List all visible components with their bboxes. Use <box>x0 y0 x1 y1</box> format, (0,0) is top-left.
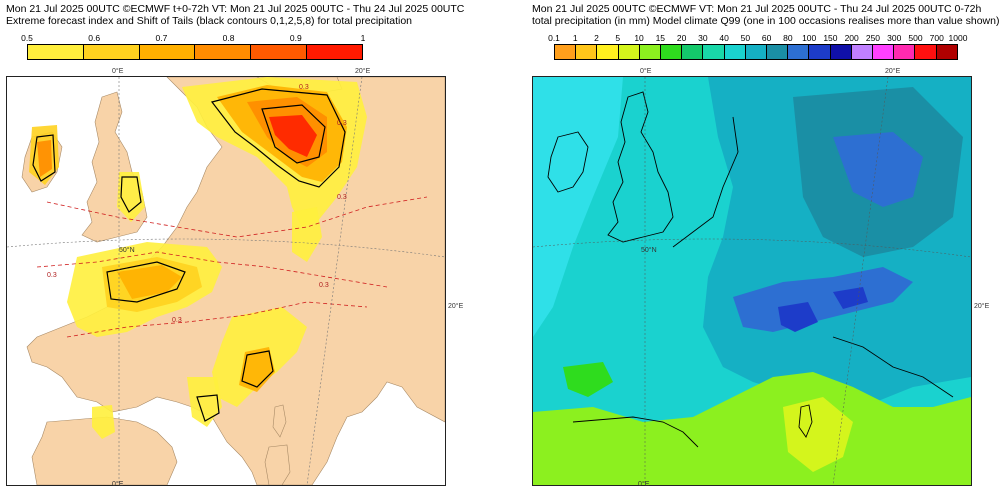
efi-colorbar-tick-label: 0.7 <box>155 33 168 43</box>
lon-label-top-0e: 0°E <box>112 68 124 75</box>
colorbar-segment <box>703 45 725 59</box>
corsica-land <box>272 404 287 438</box>
sot-contours <box>32 88 346 422</box>
colorbar-segment <box>576 45 598 59</box>
q99-colorbar-tick-label: 50 <box>740 33 751 43</box>
q99-colorbar-tick-label: 15 <box>655 33 666 43</box>
q99-colorbar-tick-label: 250 <box>865 33 881 43</box>
colorbar-segment <box>830 45 852 59</box>
colorbar-segment <box>809 45 831 59</box>
q99-colorbar-tick-label: 1 <box>572 33 578 43</box>
q99-colorbar-tick-label: 1000 <box>948 33 968 43</box>
q99-colorbar-tick-label: 60 <box>761 33 772 43</box>
model-climate-panel: Mon 21 Jul 2025 00UTC ©ECMWF VT: Mon 21 … <box>500 0 1000 490</box>
q99-colorbar-tick-label: 10 <box>634 33 644 43</box>
colorbar-segment <box>251 45 308 59</box>
efi-map: 0°E 50°N 0.3 0.3 0.3 0.3 0.3 0.3 <box>6 76 446 486</box>
q99-mediterranean-field <box>533 372 971 485</box>
q99-colorbar-tick-label: 40 <box>719 33 729 43</box>
efi-panel: Mon 21 Jul 2025 00UTC ©ECMWF t+0-72h VT:… <box>6 3 465 488</box>
q99-colorbar-tick-label: 100 <box>802 33 817 43</box>
lat-label-50n: 50°N <box>119 246 135 254</box>
q99-title-line1: Mon 21 Jul 2025 00UTC ©ECMWF VT: Mon 21 … <box>532 3 982 15</box>
colorbar-segment <box>851 45 874 59</box>
lon-label-bottom-0e: 0°E <box>112 481 124 488</box>
colorbar-segment <box>915 45 937 59</box>
efi-colorbar-tick-label: 1 <box>360 33 366 43</box>
q99-colorbar-tick-label: 80 <box>783 33 793 43</box>
q99-lon-label-right-20e: 20°E <box>974 303 990 310</box>
q99-map-canvas: 50°N <box>533 77 971 485</box>
colorbar-segment <box>139 45 196 59</box>
q99-lon-label-bottom-0e: 0°E <box>638 481 650 488</box>
q99-colorbar-tick-label: 5 <box>615 33 621 43</box>
q99-colorbar <box>554 44 958 60</box>
contour-label: 0.3 <box>337 120 347 127</box>
q99-colorbar-tick-label: 200 <box>844 33 859 43</box>
q99-coastlines <box>547 91 954 448</box>
q99-colorbar-labels: 0.1 1 2 5 10 15 20 30 40 50 60 80 100 150 200 250 300 500… <box>548 33 967 44</box>
contour-label: 0.3 <box>47 272 57 279</box>
efi-map-canvas: 0°E 50°N 0.3 0.3 0.3 0.3 0.3 0.3 <box>7 77 445 485</box>
q99-alps-core-2 <box>833 287 868 309</box>
q99-colorbar-tick-label: 30 <box>698 33 708 43</box>
colorbar-segment <box>873 45 895 59</box>
q99-blue-field <box>833 132 923 207</box>
colorbar-segment <box>83 45 140 59</box>
q99-lon-label-top-20e: 20°E <box>885 68 901 75</box>
efi-colorbar-tick-label: 0.5 <box>21 33 33 43</box>
contour-label: 0.3 <box>319 282 329 289</box>
colorbar-segment <box>307 45 362 59</box>
colorbar-segment <box>597 45 619 59</box>
colorbar-segment <box>936 45 957 59</box>
q99-colorbar-tick-label: 500 <box>908 33 923 43</box>
efi-colorbar-tick-label: 0.9 <box>289 33 302 43</box>
q99-colorbar-tick-label: 150 <box>823 33 838 43</box>
colorbar-segment <box>767 45 789 59</box>
colorbar-segment <box>788 45 810 59</box>
efi-0.3-contours <box>36 196 428 338</box>
q99-alps-field <box>733 267 913 332</box>
q99-colorbar-tick-label: 0.1 <box>548 33 560 43</box>
colorbar-segment <box>618 45 640 59</box>
q99-graticule <box>533 77 971 485</box>
q99-lon-label-top-0e: 0°E <box>640 68 652 75</box>
colorbar-segment <box>639 45 662 59</box>
q99-atlantic-field <box>533 77 623 337</box>
contour-label: 0.3 <box>299 84 309 91</box>
q99-colorbar-tick-label: 20 <box>676 33 687 43</box>
colorbar-segment <box>682 45 704 59</box>
efi-colorbar-tick-label: 0.6 <box>88 33 101 43</box>
contour-label: 0.3 <box>172 317 182 324</box>
colorbar-segment <box>894 45 916 59</box>
q99-colorbar-tick-label: 2 <box>594 33 599 43</box>
colorbar-segment <box>555 45 577 59</box>
colorbar-segment <box>745 45 768 59</box>
q99-colorbar-tick-label: 700 <box>929 33 944 43</box>
lon-label-right-20e: 20°E <box>448 303 464 310</box>
q99-colorbar-tick-label: 300 <box>887 33 902 43</box>
efi-colorbar-labels: 0.5 0.6 0.7 0.8 0.9 1 <box>21 33 366 44</box>
q99-map: 50°N <box>532 76 972 486</box>
colorbar-segment <box>195 45 252 59</box>
efi-colorbar <box>27 44 363 60</box>
efi-colorbar-tick-label: 0.8 <box>222 33 235 43</box>
q99-alps-core <box>778 302 818 332</box>
q99-title-line2: total precipitation (in mm) Model climat… <box>532 15 1000 27</box>
sardinia-land <box>264 444 291 485</box>
q99-lat-label-50n: 50°N <box>641 246 657 254</box>
contour-label: 0.3 <box>337 194 347 201</box>
efi-title-line2: Extreme forecast index and Shift of Tail… <box>6 15 413 27</box>
colorbar-segment <box>661 45 683 59</box>
colorbar-segment <box>28 45 84 59</box>
iberia-land <box>31 416 178 485</box>
lon-label-top-20e: 20°E <box>355 68 371 75</box>
graticule <box>7 77 445 485</box>
q99-iberia-field <box>563 362 613 397</box>
colorbar-segment <box>724 45 746 59</box>
efi-title-line1: Mon 21 Jul 2025 00UTC ©ECMWF t+0-72h VT:… <box>6 3 465 15</box>
